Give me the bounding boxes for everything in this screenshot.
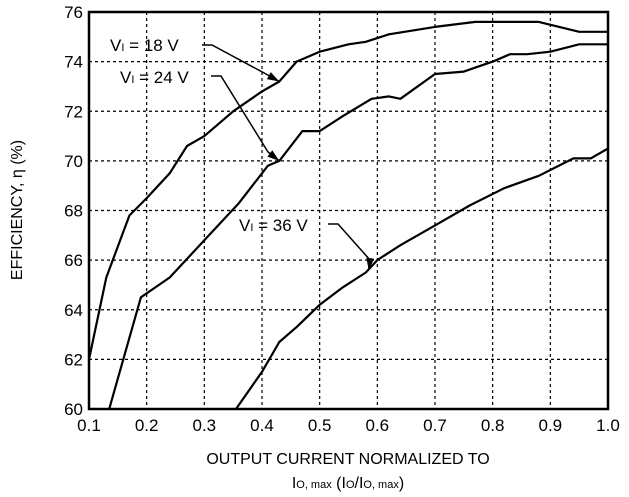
grid (89, 12, 608, 409)
x-tick-label: 0.6 (366, 416, 390, 435)
series-line-1 (87, 20, 608, 360)
arrow-icon (366, 257, 375, 271)
y-tick-label: 72 (64, 102, 83, 121)
y-tick-label: 62 (64, 350, 83, 369)
x-tick-label: 0.8 (481, 416, 505, 435)
series-line-3 (235, 147, 609, 410)
x-tick-label: 0.2 (135, 416, 159, 435)
y-tick-label: 70 (64, 152, 83, 171)
x-tick-label: 0.7 (423, 416, 447, 435)
arrow-icon (267, 150, 280, 161)
y-tick-labels: 60 62 64 66 68 70 72 74 76 (64, 3, 83, 419)
y-tick-label: 76 (64, 3, 83, 22)
x-tick-label: 0.4 (250, 416, 274, 435)
x-tick-labels: 0.1 0.2 0.3 0.4 0.5 0.6 0.7 0.8 0.9 1.0 (77, 416, 620, 435)
series-label-3: VI = 36 V (239, 216, 308, 235)
plot-frame (87, 10, 610, 411)
y-tick-label: 64 (64, 301, 83, 320)
series-line-2 (108, 43, 608, 410)
x-tick-label: 0.9 (539, 416, 563, 435)
y-axis-title: EFFICIENCY, η (%) (9, 140, 26, 280)
x-axis-subtitle: IO, max (IO/IO, max) (292, 475, 404, 492)
x-tick-label: 0.5 (308, 416, 332, 435)
series-label-2: VI = 24 V (120, 68, 189, 87)
x-axis-title: OUTPUT CURRENT NORMALIZED TO (206, 451, 489, 468)
series-lines (87, 20, 609, 410)
x-tick-label: 0.1 (77, 416, 101, 435)
arrow-icon (266, 72, 280, 82)
y-tick-label: 68 (64, 202, 83, 221)
series-label-1: VI = 18 V (110, 36, 179, 55)
x-tick-label: 1.0 (596, 416, 620, 435)
x-tick-label: 0.3 (193, 416, 217, 435)
y-tick-label: 66 (64, 251, 83, 270)
y-tick-label: 60 (64, 400, 83, 419)
y-tick-label: 74 (64, 53, 83, 72)
series-annotations: VI = 18 V VI = 24 V VI = 36 V (110, 36, 375, 271)
